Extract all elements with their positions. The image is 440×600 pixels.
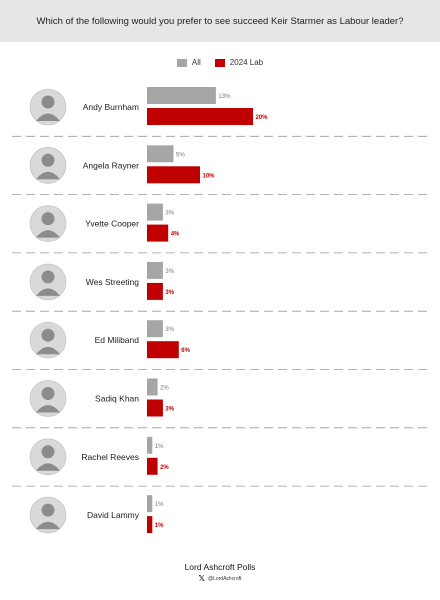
legend: All 2024 Lab [0,58,440,67]
value-label-all-angela-rayner: 5% [176,152,185,158]
avatar-body-yvette-cooper [36,230,60,238]
avatar-body-andy-burnham [36,113,60,121]
avatar-head-sadiq-khan [41,387,55,400]
value-label-all-ed-miliband: 3% [165,327,174,333]
avatar-head-wes-streeting [41,270,55,284]
value-label-2024-lab-yvette-cooper: 4% [171,232,180,238]
avatar-body-wes-streeting [36,288,60,296]
bar-all-david-lammy [147,495,153,513]
value-label-2024-lab-ed-miliband: 6% [181,348,190,354]
legend-label-2024-lab: 2024 Lab [229,58,264,67]
footer-handle-row: 𝕏 @LordAshcroft [0,574,440,583]
bar-all-rachel-reeves [147,436,153,454]
value-label-2024-lab-andy-burnham: 20% [256,115,269,121]
value-label-all-andy-burnham: 13% [218,94,231,100]
legend-item-2024-lab: 2024 Lab [214,58,264,67]
candidate-name-angela-rayner: Angela Rayner [83,160,139,170]
avatar-head-david-lammy [41,503,55,517]
legend-item-all: All [176,58,201,67]
value-label-2024-lab-david-lammy: 1% [155,523,164,529]
value-label-all-david-lammy: 1% [155,502,164,508]
bar-2024-lab-ed-miliband [147,341,179,359]
bar-all-sadiq-khan [147,378,158,396]
question-text: Which of the following would you prefer … [36,15,404,27]
avatar-body-david-lammy [36,521,60,530]
candidate-name-ed-miliband: Ed Miliband [95,335,140,345]
footer-handle: @LordAshcroft [208,575,242,582]
question-header: Which of the following would you prefer … [0,0,440,42]
avatar-body-rachel-reeves [36,463,60,471]
value-label-2024-lab-wes-streeting: 3% [165,290,174,296]
bar-2024-lab-andy-burnham [147,108,253,125]
avatar-head-ed-miliband [41,328,55,342]
x-logo-icon: 𝕏 [198,574,205,583]
candidate-name-rachel-reeves: Rachel Reeves [81,452,139,462]
bar-all-angela-rayner [147,145,174,163]
avatar-head-rachel-reeves [41,445,55,459]
bar-2024-lab-rachel-reeves [147,457,158,475]
avatar-body-angela-rayner [36,171,60,180]
bar-all-ed-miliband [147,320,163,338]
candidate-name-david-lammy: David Lammy [87,510,140,520]
legend-swatch-all [176,58,187,67]
value-label-all-sadiq-khan: 2% [160,386,169,392]
avatar-body-sadiq-khan [36,405,60,413]
candidate-name-wes-streeting: Wes Streeting [86,277,140,287]
avatar-body-ed-miliband [36,346,60,355]
bar-all-wes-streeting [147,261,163,279]
bar-all-yvette-cooper [147,203,163,221]
bar-2024-lab-wes-streeting [147,282,163,300]
value-label-2024-lab-rachel-reeves: 2% [160,465,169,471]
footer: Lord Ashcroft Polls 𝕏 @LordAshcroft [0,562,440,583]
bar-2024-lab-angela-rayner [147,166,200,184]
candidate-name-yvette-cooper: Yvette Cooper [85,219,139,229]
candidate-name-andy-burnham: Andy Burnham [83,102,139,112]
value-label-all-yvette-cooper: 3% [165,211,174,217]
avatar-head-angela-rayner [41,153,55,167]
value-label-2024-lab-angela-rayner: 10% [203,173,216,179]
candidate-name-sadiq-khan: Sadiq Khan [95,394,139,404]
bar-2024-lab-david-lammy [147,516,153,534]
legend-label-all: All [191,58,201,67]
avatar-head-andy-burnham [41,95,55,109]
legend-swatch-2024-lab [214,58,225,67]
value-label-2024-lab-sadiq-khan: 3% [165,407,174,413]
avatar-head-yvette-cooper [41,212,55,226]
bar-2024-lab-sadiq-khan [147,399,163,417]
bar-chart: Andy Burnham 13% 20% Angela Rayner 5% 10% Yvet… [12,87,430,534]
bar-2024-lab-yvette-cooper [147,224,169,242]
bar-all-andy-burnham [147,87,216,104]
value-label-all-wes-streeting: 3% [165,269,174,275]
footer-brand: Lord Ashcroft Polls [184,562,256,572]
value-label-all-rachel-reeves: 1% [155,444,164,450]
